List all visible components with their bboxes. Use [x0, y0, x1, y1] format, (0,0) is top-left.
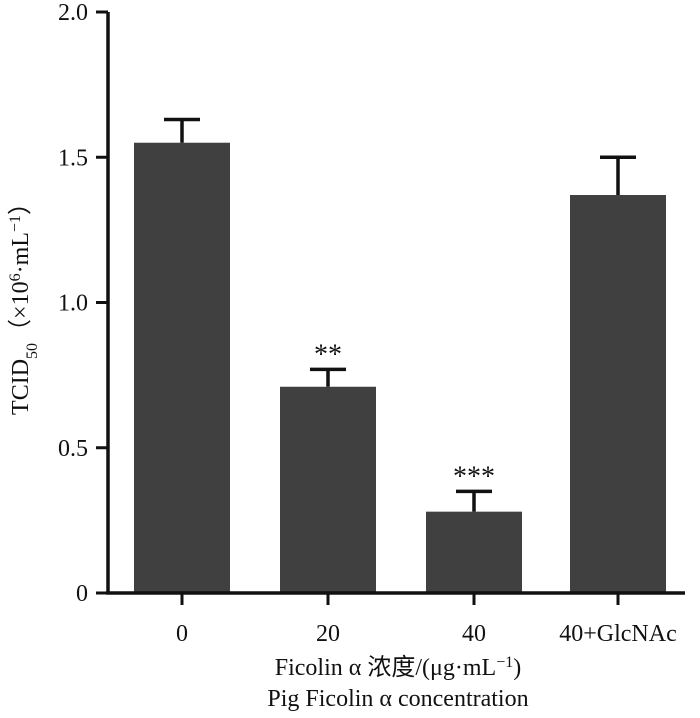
bar-3: [570, 195, 666, 593]
x-axis-label-line1: Ficolin α 浓度/(μg·mL−1): [275, 654, 521, 682]
y-tick-label-3: 1.5: [58, 145, 88, 171]
y-label-mid: ·mL: [8, 232, 34, 273]
x-label-main: Ficolin α 浓度/(μg·mL: [275, 654, 496, 681]
y-label-paren-open: （×10: [8, 281, 34, 343]
x-tick-label-0: 0: [176, 621, 188, 647]
x-tick-label-2: 40: [462, 621, 486, 647]
y-axis-label: TCID50（×106·mL−1）: [7, 191, 41, 415]
y-label-exp2: −1: [7, 215, 24, 232]
y-label-exp: 6: [7, 273, 24, 281]
y-label-paren-close: ）: [8, 191, 34, 215]
x-tick-label-1: 20: [316, 621, 340, 647]
y-tick-label-4: 2.0: [58, 0, 88, 26]
x-axis-label-line2: Pig Ficolin α concentration: [267, 686, 528, 712]
y-ticks-layer: 0 0.5 1.0 1.5 2.0: [58, 0, 108, 607]
bar-1: [280, 386, 376, 593]
bar-0: [134, 142, 230, 593]
y-label-main: TCID: [8, 359, 34, 415]
x-label-close: ): [513, 655, 521, 681]
error-bars-layer: [164, 117, 636, 512]
y-tick-label-0: 0: [76, 581, 88, 607]
y-label-sub: 50: [24, 343, 41, 359]
significance-label-2: ***: [453, 461, 495, 492]
y-tick-label-2: 1.0: [58, 291, 88, 317]
x-label-exp: −1: [496, 654, 513, 671]
significance-layer: *****: [314, 339, 495, 492]
x-tick-label-3: 40+GlcNAc: [559, 621, 677, 647]
significance-label-1: **: [314, 339, 342, 370]
x-ticks-layer: 0 20 40 40+GlcNAc: [176, 593, 677, 647]
y-tick-label-1: 0.5: [58, 436, 88, 462]
bar-2: [426, 511, 522, 593]
bars-layer: [134, 142, 666, 593]
